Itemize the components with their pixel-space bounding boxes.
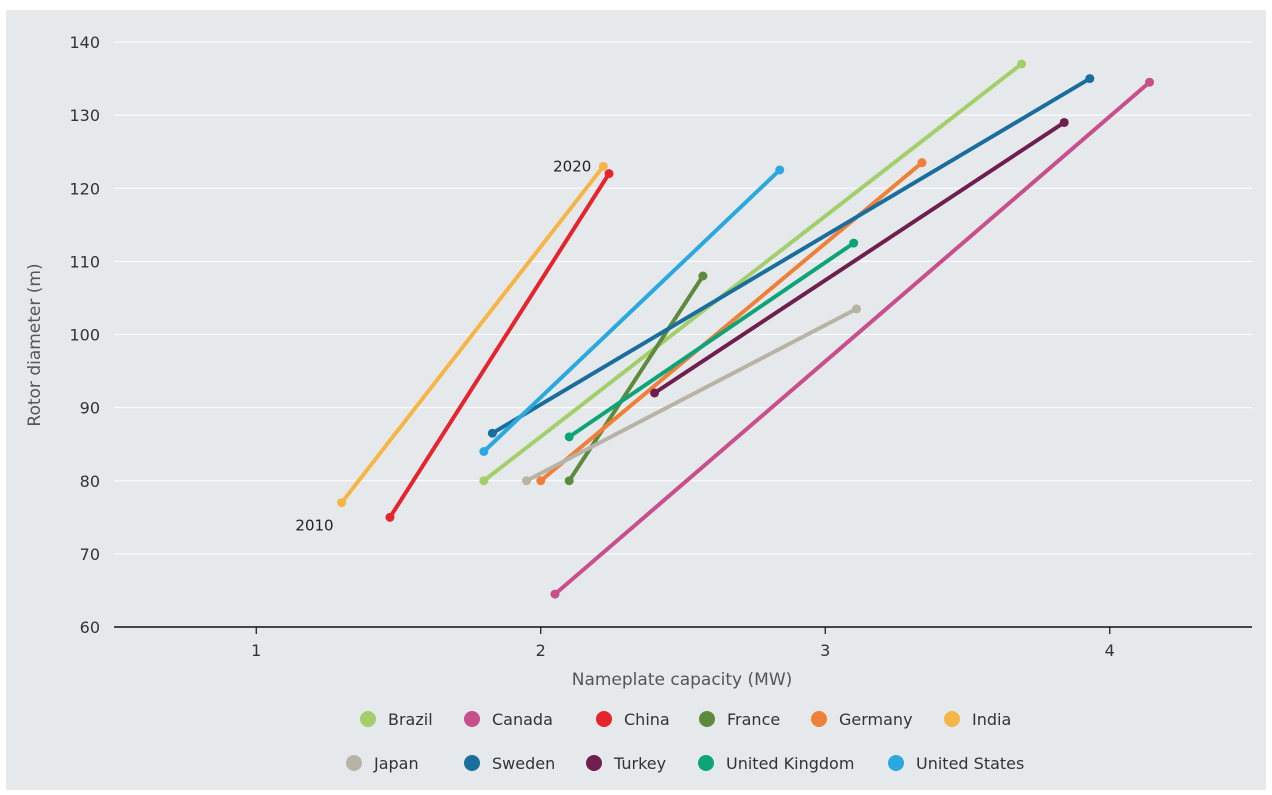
legend-swatch-china (596, 711, 612, 727)
x-tick-label: 3 (820, 641, 830, 660)
legend-label-turkey: Turkey (613, 754, 666, 773)
data-point-brazil (1017, 59, 1027, 69)
x-tick-label: 2 (536, 641, 546, 660)
legend-swatch-brazil (360, 711, 376, 727)
data-point-united-states (775, 165, 785, 175)
legend-label-brazil: Brazil (388, 710, 433, 729)
y-axis-title: Rotor diameter (m) (25, 263, 45, 426)
data-point-canada (550, 589, 560, 599)
data-point-japan (522, 476, 532, 486)
series-line-india (339, 164, 606, 505)
legend-label-canada: Canada (492, 710, 553, 729)
data-point-turkey (1059, 117, 1069, 127)
legend-swatch-france (699, 711, 715, 727)
year-annotation: 2020 (553, 157, 591, 175)
legend-swatch-germany (811, 711, 827, 727)
x-tick-label: 4 (1105, 641, 1115, 660)
grid (114, 41, 1252, 555)
series-line-china (387, 171, 612, 520)
annotations: 2010 2020 (295, 157, 591, 534)
data-point-united-kingdom (849, 238, 859, 248)
legend-label-united-kingdom: United Kingdom (726, 754, 854, 773)
data-point-china (385, 512, 395, 522)
y-tick-label: 60 (80, 618, 100, 637)
data-point-india (598, 161, 608, 171)
legend-label-japan: Japan (373, 754, 419, 773)
legend-label-united-states: United States (916, 754, 1024, 773)
data-point-germany (917, 158, 927, 168)
series-lines (337, 59, 1155, 599)
chart-svg: 60 70 80 90 100 110 120 130 140 1 2 3 4 2010 2020 Nam… (25, 33, 1252, 773)
legend-swatch-japan (346, 755, 362, 771)
series-line-turkey (652, 120, 1067, 395)
data-point-france (698, 271, 708, 281)
legend-swatch-turkey (586, 755, 602, 771)
legend-swatch-united-kingdom (698, 755, 714, 771)
legend-swatch-sweden (464, 755, 480, 771)
axes: 60 70 80 90 100 110 120 130 140 1 2 3 4 (69, 33, 1252, 660)
data-point-china (604, 169, 614, 179)
data-point-united-states (479, 447, 489, 456)
series-line-united-states (481, 167, 782, 454)
y-tick-label: 70 (80, 545, 100, 564)
legend-swatch-canada (464, 711, 480, 727)
year-annotation: 2010 (295, 517, 333, 535)
x-axis-title: Nameplate capacity (MW) (572, 670, 793, 690)
data-point-brazil (479, 476, 489, 486)
y-tick-label: 100 (69, 326, 100, 345)
data-point-sweden (1085, 74, 1095, 84)
legend-label-france: France (727, 710, 780, 729)
y-tick-label: 140 (69, 33, 100, 52)
y-tick-label: 80 (80, 472, 100, 491)
data-point-germany (536, 476, 546, 486)
y-tick-label: 130 (69, 106, 100, 125)
legend-swatch-united-states (888, 755, 904, 771)
legend: Brazil Canada China France Germany India Japan… (346, 710, 1024, 773)
series-line-japan (524, 306, 859, 483)
series-line-canada (552, 80, 1152, 597)
x-tick-label: 1 (251, 641, 261, 660)
data-point-sweden (487, 428, 497, 438)
chart-panel: 60 70 80 90 100 110 120 130 140 1 2 3 4 2010 2020 Nam… (6, 10, 1266, 790)
series-line-united-kingdom (567, 241, 856, 439)
y-tick-label: 120 (69, 179, 100, 198)
data-point-france (564, 476, 574, 486)
y-tick-label: 90 (80, 399, 100, 418)
legend-label-china: China (624, 710, 670, 729)
legend-swatch-india (944, 711, 960, 727)
legend-label-india: India (972, 710, 1011, 729)
data-point-japan (852, 304, 862, 314)
series-line-brazil (481, 61, 1024, 483)
data-point-india (337, 498, 347, 508)
y-tick-label: 110 (69, 252, 100, 271)
legend-label-sweden: Sweden (492, 754, 555, 773)
data-point-turkey (650, 388, 660, 398)
legend-label-germany: Germany (839, 710, 913, 729)
data-point-united-kingdom (564, 432, 574, 442)
data-point-canada (1145, 77, 1155, 87)
series-line-sweden (490, 76, 1092, 436)
